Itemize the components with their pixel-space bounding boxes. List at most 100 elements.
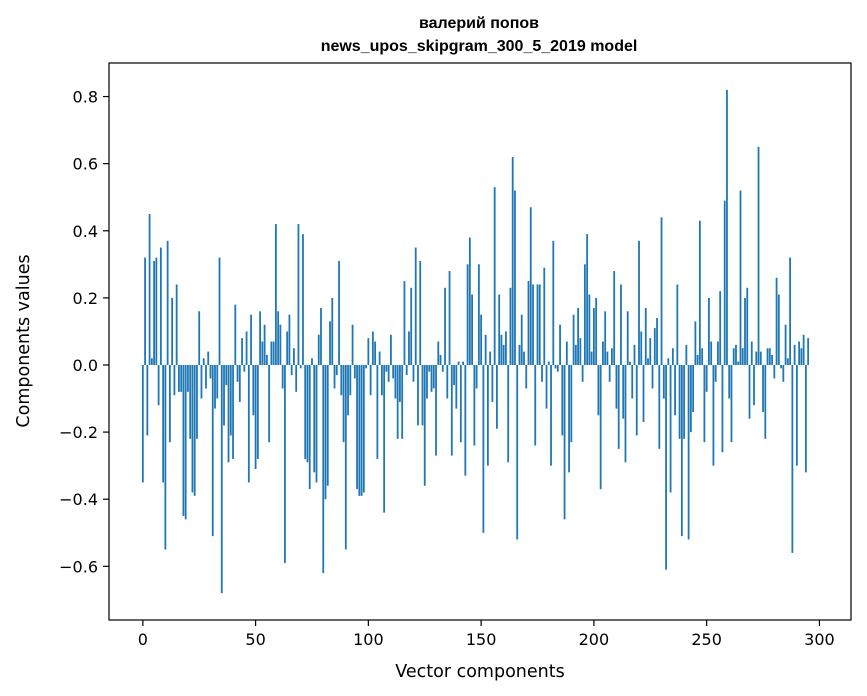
bar	[155, 257, 158, 365]
bar	[489, 351, 492, 365]
bar	[656, 318, 658, 365]
bar	[313, 364, 316, 473]
bar	[629, 361, 631, 365]
bar	[705, 364, 708, 392]
bar	[390, 334, 392, 365]
bar	[701, 348, 704, 365]
bar	[205, 364, 207, 389]
bar	[680, 364, 683, 537]
bar	[723, 200, 726, 365]
bar	[279, 324, 282, 365]
bar	[611, 348, 613, 365]
y-tick-label: 0.4	[73, 222, 98, 241]
bar	[500, 334, 503, 365]
bar	[532, 284, 534, 365]
bar	[671, 348, 674, 365]
x-tick-label: 100	[353, 630, 384, 649]
bar	[543, 267, 546, 365]
bar	[335, 364, 338, 376]
bar	[356, 364, 358, 490]
bar	[482, 364, 485, 533]
bar	[732, 348, 735, 365]
bar	[651, 364, 654, 389]
bar	[277, 311, 280, 365]
bar	[360, 364, 363, 496]
bar	[606, 351, 609, 365]
bar	[419, 260, 422, 365]
bar	[579, 338, 582, 365]
bar	[793, 344, 796, 365]
bar	[412, 364, 415, 382]
bar	[712, 364, 715, 466]
bar	[403, 281, 406, 365]
bar	[284, 364, 286, 563]
bar	[189, 364, 192, 439]
bar	[168, 364, 171, 443]
bar	[674, 364, 676, 416]
bar	[164, 364, 167, 550]
bar	[410, 287, 413, 365]
bar	[450, 364, 453, 456]
bar	[714, 364, 717, 382]
bar	[746, 287, 749, 365]
bar	[187, 364, 189, 392]
bar	[768, 348, 771, 365]
bar	[755, 351, 758, 365]
bar	[437, 341, 440, 365]
bar	[545, 364, 548, 409]
bar	[624, 364, 627, 463]
bar	[193, 364, 196, 496]
bar	[200, 364, 203, 399]
bar	[678, 364, 681, 439]
bar	[211, 364, 214, 537]
bar	[498, 294, 501, 365]
bar	[588, 294, 591, 365]
bar	[577, 307, 579, 365]
bar	[683, 364, 685, 439]
bar	[455, 364, 458, 409]
bar	[441, 364, 444, 372]
bar	[568, 364, 570, 473]
bar	[383, 364, 386, 513]
bar	[511, 156, 514, 365]
bar	[369, 364, 372, 396]
bar	[687, 364, 690, 540]
bar	[274, 224, 277, 365]
bar	[759, 351, 762, 365]
bar	[509, 287, 512, 365]
bar	[559, 324, 561, 365]
bar	[744, 297, 746, 365]
bar	[660, 217, 663, 365]
bar	[766, 348, 769, 365]
bar	[238, 364, 241, 402]
bar	[453, 364, 455, 386]
bar	[658, 364, 661, 449]
bar	[523, 351, 525, 365]
bar	[775, 277, 778, 365]
bar	[547, 361, 550, 365]
bar	[484, 334, 487, 365]
bar	[750, 341, 753, 365]
bar	[399, 364, 401, 402]
bar	[286, 331, 289, 365]
x-tick-label: 150	[466, 630, 497, 649]
bar	[414, 247, 417, 365]
bar	[144, 257, 146, 365]
bar	[534, 364, 537, 446]
bar	[331, 297, 334, 365]
bar	[430, 364, 433, 392]
bar	[396, 364, 399, 439]
bar	[333, 364, 336, 389]
bar	[252, 364, 255, 416]
bar	[349, 364, 352, 396]
bar	[662, 364, 665, 399]
bar	[157, 364, 160, 406]
bar	[302, 234, 304, 365]
bar	[753, 364, 755, 406]
bar	[202, 358, 205, 365]
bars-group	[141, 89, 810, 594]
bar	[466, 264, 469, 365]
bar	[780, 364, 782, 369]
bar	[175, 284, 178, 365]
